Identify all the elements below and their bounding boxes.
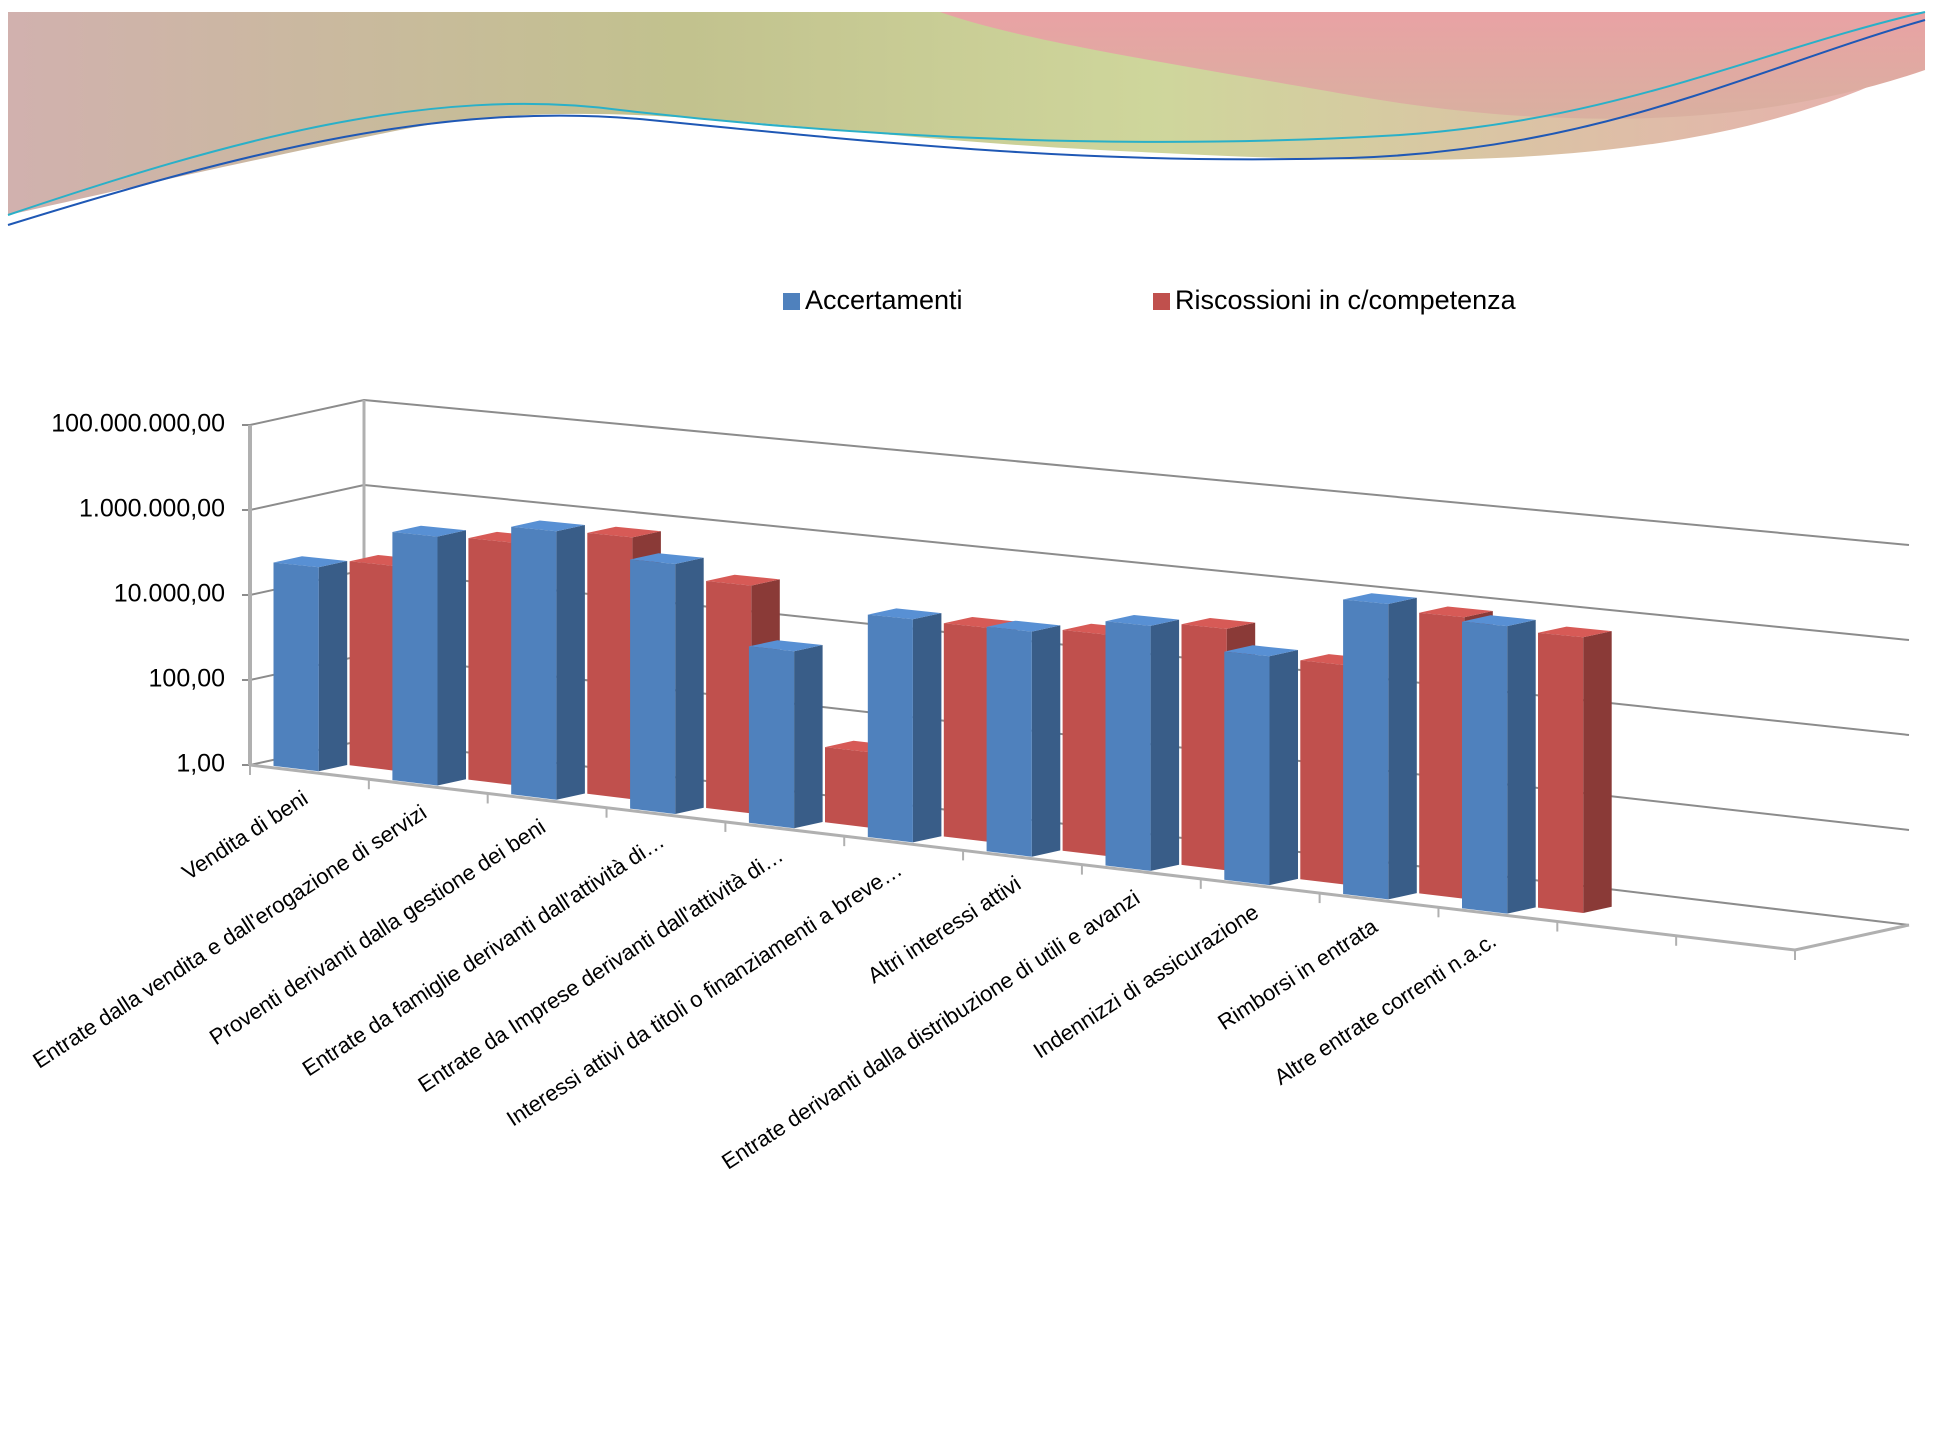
bar-front bbox=[349, 561, 395, 771]
legend-swatch bbox=[1153, 293, 1170, 310]
bar-top bbox=[1419, 606, 1493, 618]
bar-top bbox=[867, 608, 942, 620]
bar-front bbox=[587, 532, 633, 800]
legend-label: Accertamenti bbox=[805, 285, 963, 315]
bar-top bbox=[273, 556, 348, 568]
bar-top bbox=[986, 620, 1061, 632]
bar-side bbox=[556, 525, 585, 800]
bar-front bbox=[1224, 651, 1270, 886]
bar bbox=[867, 608, 942, 843]
bar bbox=[1538, 626, 1612, 913]
x-tick-label: Altre entrate correnti n.a.c. bbox=[1270, 928, 1501, 1090]
y-tick-label: 10.000,00 bbox=[114, 580, 225, 608]
plot-area: 1,00 100,00 10.000,00 1.000.000,00 100.000.0… bbox=[28, 398, 1910, 1174]
bar-front bbox=[706, 581, 752, 814]
bar-front bbox=[825, 747, 871, 828]
bar-front bbox=[630, 559, 676, 814]
bar bbox=[273, 556, 348, 772]
bar-front bbox=[1538, 632, 1584, 913]
bar-side bbox=[912, 613, 942, 843]
bar-top bbox=[392, 525, 466, 537]
legend-swatch bbox=[783, 293, 800, 310]
bar-front bbox=[943, 623, 989, 842]
bar bbox=[1224, 645, 1298, 886]
bar-top bbox=[511, 520, 585, 532]
bar-side bbox=[1388, 597, 1417, 900]
bar-top bbox=[1105, 615, 1180, 626]
bar-top bbox=[1538, 626, 1612, 638]
bar bbox=[1105, 615, 1180, 871]
grid-line bbox=[249, 398, 1910, 546]
bar-side bbox=[1583, 631, 1612, 913]
bar-side bbox=[675, 557, 704, 814]
bar-front bbox=[468, 538, 514, 785]
bar bbox=[986, 620, 1061, 857]
bar-front bbox=[1462, 621, 1508, 914]
y-tick-label: 1.000.000,00 bbox=[79, 495, 225, 523]
bar-side bbox=[1031, 625, 1061, 857]
bar-front bbox=[1105, 621, 1151, 871]
x-tick-label: Indennizzi di assicurazione bbox=[1029, 899, 1263, 1063]
header-decoration bbox=[7, 11, 1926, 226]
y-tick-label: 100,00 bbox=[149, 665, 225, 693]
bar-front bbox=[392, 532, 438, 786]
bar-side bbox=[1269, 650, 1298, 886]
bar bbox=[511, 520, 585, 800]
bar-top bbox=[630, 553, 704, 564]
bar-side bbox=[794, 645, 823, 829]
bar-front bbox=[867, 614, 913, 843]
bar-front bbox=[1181, 624, 1227, 871]
bar-front bbox=[273, 562, 319, 772]
y-tick-label: 100.000.000,00 bbox=[51, 410, 225, 438]
bar-side bbox=[1507, 619, 1536, 914]
bar bbox=[392, 525, 466, 786]
x-tick-label: Vendita di beni bbox=[177, 785, 312, 885]
bar-top bbox=[587, 526, 661, 538]
bar-top bbox=[1343, 593, 1417, 604]
bar-top bbox=[1181, 618, 1256, 629]
bar-front bbox=[748, 646, 795, 829]
bar bbox=[630, 553, 704, 814]
bar-front bbox=[1419, 612, 1465, 899]
bar-front bbox=[986, 626, 1032, 857]
bar-front bbox=[511, 526, 557, 800]
bar bbox=[748, 640, 823, 829]
bar-top bbox=[706, 574, 780, 586]
bar-side bbox=[437, 530, 466, 786]
bar-top bbox=[748, 640, 823, 652]
legend: Accertamenti Riscossioni in c/competenza bbox=[783, 285, 1517, 315]
bar-side bbox=[318, 561, 348, 772]
bar-side bbox=[1150, 619, 1180, 871]
bar-front bbox=[1300, 660, 1346, 885]
bar-top bbox=[1224, 645, 1298, 657]
y-tick-label: 1,00 bbox=[176, 750, 225, 778]
legend-label: Riscossioni in c/competenza bbox=[1175, 285, 1517, 315]
bar-top bbox=[1462, 615, 1536, 627]
bar bbox=[1343, 593, 1417, 900]
bar-front bbox=[1062, 630, 1108, 857]
bar bbox=[1462, 615, 1536, 914]
bar-front bbox=[1343, 599, 1389, 900]
